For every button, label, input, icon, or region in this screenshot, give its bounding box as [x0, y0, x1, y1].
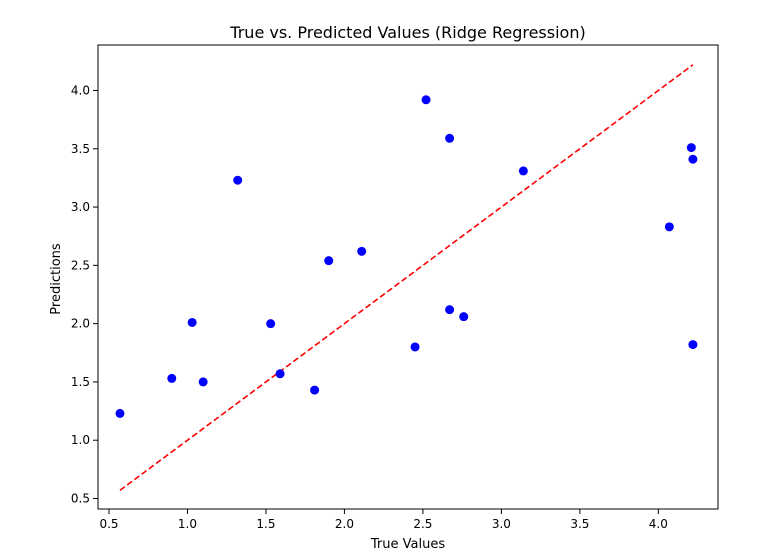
- data-point: [275, 369, 285, 379]
- x-tick-label: 0.5: [99, 517, 118, 531]
- y-axis-label: Predictions: [49, 243, 64, 315]
- data-point: [459, 312, 469, 322]
- data-point: [310, 385, 320, 395]
- data-point: [167, 373, 177, 383]
- data-point: [233, 175, 243, 185]
- x-tick-label: 3.0: [492, 517, 511, 531]
- data-point: [357, 246, 367, 256]
- y-axis-ticks: 0.5 1.0 1.5 2.0 2.5 3.0 3.5 4.0: [71, 83, 98, 506]
- axes-frame: [97, 44, 719, 510]
- data-point: [421, 95, 431, 105]
- data-point: [266, 319, 276, 329]
- data-point: [324, 256, 334, 266]
- x-tick-label: 2.5: [413, 517, 432, 531]
- data-point: [198, 377, 208, 387]
- y-tick-label: 1.0: [71, 433, 90, 447]
- x-axis-ticks: 0.5 1.0 1.5 2.0 2.5 3.0 3.5 4.0: [99, 509, 668, 531]
- y-tick-label: 4.0: [71, 83, 90, 97]
- data-point: [410, 342, 420, 352]
- x-tick-label: 3.5: [570, 517, 589, 531]
- y-tick-label: 2.5: [71, 258, 90, 272]
- data-point: [445, 133, 455, 143]
- data-point: [445, 305, 455, 315]
- y-tick-label: 3.5: [71, 142, 90, 156]
- x-tick-label: 2.0: [335, 517, 354, 531]
- x-tick-label: 1.5: [256, 517, 275, 531]
- y-tick-label: 0.5: [71, 492, 90, 506]
- data-point: [688, 154, 698, 164]
- y-tick-label: 3.0: [71, 200, 90, 214]
- x-tick-label: 1.0: [178, 517, 197, 531]
- y-tick-label: 2.0: [71, 317, 90, 331]
- data-point: [115, 408, 125, 418]
- data-point: [688, 340, 698, 350]
- data-point: [686, 143, 696, 153]
- reference-line: [119, 64, 694, 491]
- plot-area: [97, 44, 719, 510]
- data-point: [518, 166, 528, 176]
- x-tick-label: 4.0: [649, 517, 668, 531]
- y-tick-label: 1.5: [71, 375, 90, 389]
- x-axis-label: True Values: [370, 537, 445, 552]
- chart-title: True vs. Predicted Values (Ridge Regress…: [229, 23, 585, 42]
- data-point: [664, 222, 674, 232]
- data-point: [187, 317, 197, 327]
